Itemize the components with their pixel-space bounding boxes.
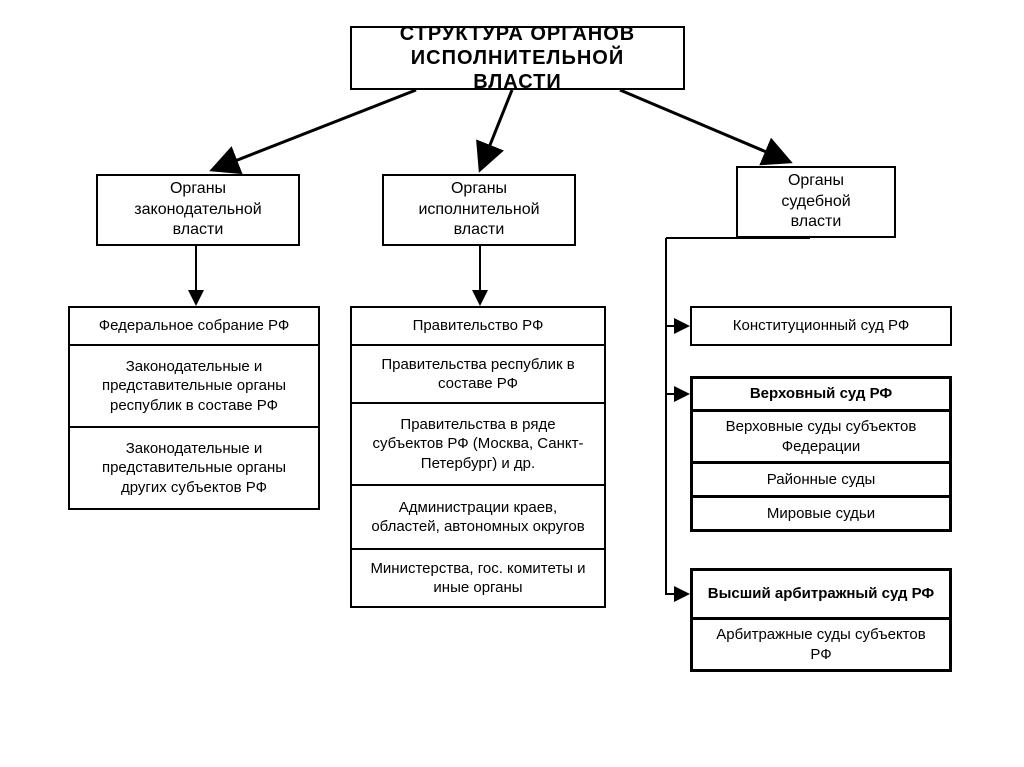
list-item: Министерства, гос. комитеты и иные орган… [350,550,606,608]
executive-items: Правительство РФПравительства республик … [350,306,606,608]
branch-label: власти [418,220,539,241]
branch-label: судебной [781,192,850,213]
branch-executive-header: Органы исполнительной власти [382,174,576,246]
branch-label: власти [134,220,261,241]
list-item: Администрации краев, областей, автономны… [350,486,606,550]
branch-label: Органы [134,179,261,200]
list-item: Правительства республик в составе РФ [350,346,606,404]
judicial-group-supreme: Верховный суд РФВерховные суды субъектов… [690,376,952,532]
judicial-group-arbitration: Высший арбитражный суд РФАрбитражные суд… [690,568,952,672]
list-item: Арбитражные суды субъектов РФ [690,620,952,672]
branch-legislative-header: Органы законодательной власти [96,174,300,246]
list-item: Конституционный суд РФ [690,306,952,346]
judicial-group-constitutional: Конституционный суд РФ [690,306,952,346]
list-item: Правительство РФ [350,306,606,346]
diagram-title: СТРУКТУРА ОРГАНОВ ИСПОЛНИТЕЛЬНОЙ ВЛАСТИ [350,26,685,90]
list-item: Мировые судьи [690,498,952,532]
list-item: Районные суды [690,464,952,498]
branch-label: власти [781,212,850,233]
title-line1: СТРУКТУРА ОРГАНОВ [368,22,667,46]
branch-judicial-header: Органы судебной власти [736,166,896,238]
branch-label: Органы [418,179,539,200]
list-item: Верховный суд РФ [690,376,952,412]
branch-label: Органы [781,171,850,192]
legislative-items: Федеральное собрание РФЗаконодательные и… [68,306,320,510]
list-item: Верховные суды субъектов Федерации [690,412,952,464]
list-item: Законодательные и представительные орган… [68,346,320,428]
title-line2: ИСПОЛНИТЕЛЬНОЙ ВЛАСТИ [368,46,667,94]
list-item: Законодательные и представительные орган… [68,428,320,510]
list-item: Правительства в ряде субъектов РФ (Москв… [350,404,606,486]
branch-label: исполнительной [418,200,539,221]
list-item: Высший арбитражный суд РФ [690,568,952,620]
branch-label: законодательной [134,200,261,221]
list-item: Федеральное собрание РФ [68,306,320,346]
